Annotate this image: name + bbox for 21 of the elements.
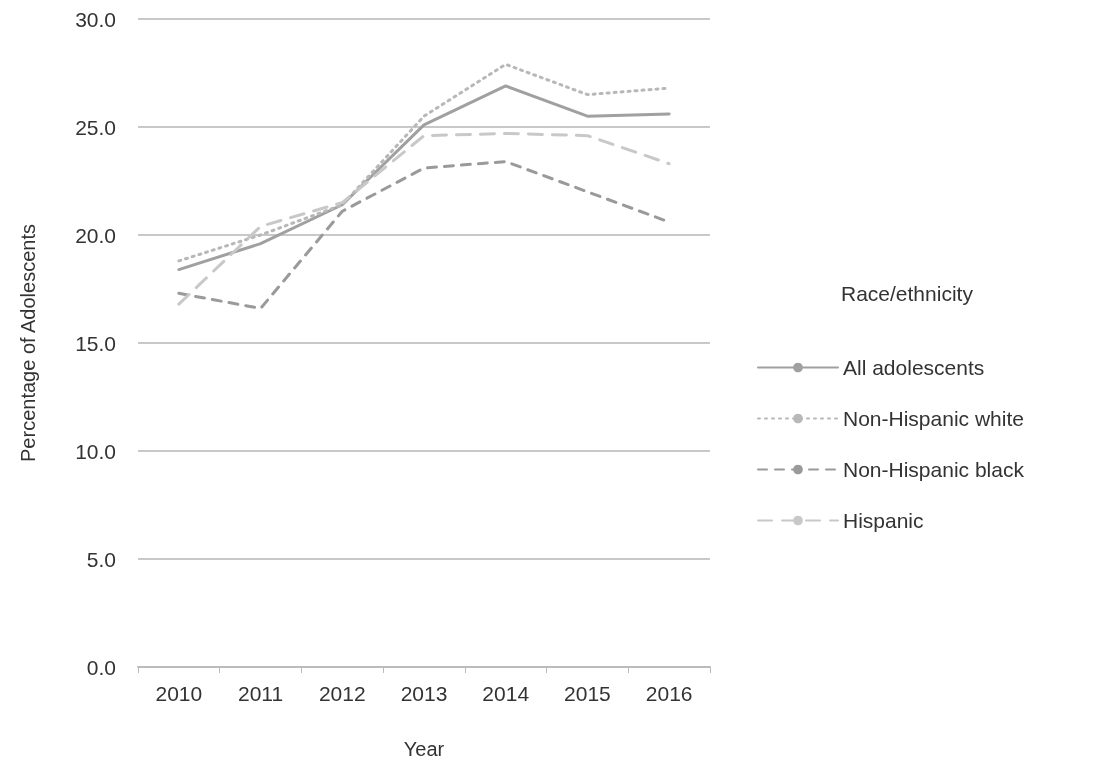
legend-label: All adolescents bbox=[843, 356, 985, 379]
y-tick-label: 0.0 bbox=[86, 655, 116, 679]
x-tick-label: 2014 bbox=[482, 682, 530, 705]
x-tick-label: 2010 bbox=[155, 682, 203, 705]
x-tick-label: 2013 bbox=[400, 682, 448, 705]
x-tick-label: 2011 bbox=[237, 682, 284, 705]
x-tick-label: 2015 bbox=[564, 682, 611, 705]
y-axis-title: Percentage of Adolescents bbox=[17, 224, 39, 462]
legend-label: Non-Hispanic white bbox=[843, 407, 1024, 430]
y-tick-label: 30.0 bbox=[75, 7, 116, 31]
x-axis-title: Year bbox=[403, 738, 445, 760]
y-tick-label: 5.0 bbox=[86, 547, 116, 571]
x-tick-label: 2012 bbox=[318, 682, 366, 705]
y-tick-label: 15.0 bbox=[75, 331, 116, 355]
legend-label: Non-Hispanic black bbox=[843, 458, 1025, 481]
legend-title: Race/ethnicity bbox=[841, 282, 974, 305]
y-tick-label: 20.0 bbox=[75, 223, 116, 247]
x-tick-label: 2016 bbox=[645, 682, 693, 705]
legend-label: Hispanic bbox=[843, 509, 924, 532]
y-tick-label: 25.0 bbox=[75, 115, 116, 139]
y-tick-label: 10.0 bbox=[75, 439, 116, 463]
